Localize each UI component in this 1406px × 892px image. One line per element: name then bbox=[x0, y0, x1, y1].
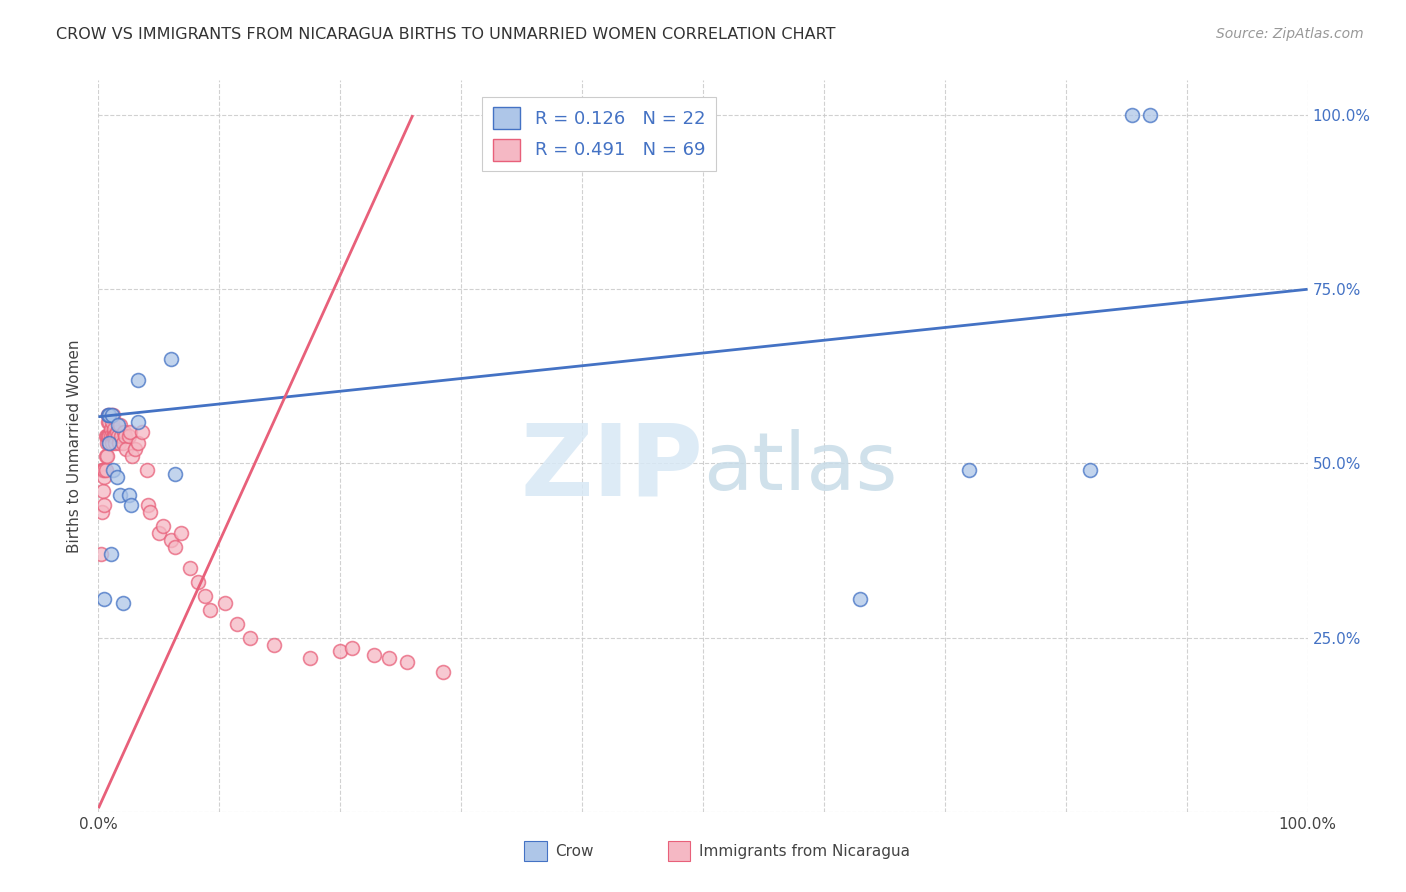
Point bbox=[90, 547, 112, 561]
Point bbox=[342, 640, 364, 655]
Point bbox=[226, 616, 249, 631]
Point bbox=[127, 415, 149, 429]
Point bbox=[118, 428, 141, 442]
Point bbox=[101, 463, 124, 477]
Point bbox=[94, 463, 117, 477]
Point bbox=[163, 467, 186, 481]
Point bbox=[163, 540, 186, 554]
Legend: R = 0.126   N = 22, R = 0.491   N = 69: R = 0.126 N = 22, R = 0.491 N = 69 bbox=[482, 96, 716, 171]
Point bbox=[96, 428, 118, 442]
Point bbox=[97, 415, 120, 429]
Point bbox=[115, 442, 138, 457]
Point bbox=[107, 428, 129, 442]
Point bbox=[100, 428, 122, 442]
Point bbox=[108, 488, 131, 502]
Point bbox=[96, 450, 118, 464]
Point bbox=[363, 648, 385, 662]
Text: Immigrants from Nicaragua: Immigrants from Nicaragua bbox=[699, 845, 910, 859]
Point bbox=[198, 603, 221, 617]
Point bbox=[148, 526, 170, 541]
Point bbox=[377, 651, 399, 665]
Point bbox=[127, 373, 149, 387]
Point bbox=[91, 505, 114, 519]
Point bbox=[118, 488, 141, 502]
Point bbox=[105, 425, 128, 439]
Point bbox=[139, 505, 162, 519]
Point bbox=[239, 631, 262, 645]
Point bbox=[121, 450, 143, 464]
Point bbox=[97, 408, 120, 422]
Point bbox=[98, 428, 121, 442]
Point bbox=[103, 428, 125, 442]
Point bbox=[187, 574, 209, 589]
Point bbox=[97, 408, 120, 422]
Point bbox=[169, 526, 191, 541]
Text: atlas: atlas bbox=[703, 429, 897, 507]
Point bbox=[103, 421, 125, 435]
Point bbox=[91, 463, 114, 477]
Point bbox=[118, 425, 141, 439]
Point bbox=[101, 428, 124, 442]
Point bbox=[104, 428, 127, 442]
Point bbox=[114, 428, 136, 442]
Point bbox=[160, 533, 183, 547]
Point bbox=[93, 592, 115, 607]
Point bbox=[96, 435, 118, 450]
Point bbox=[100, 408, 122, 422]
Point bbox=[97, 428, 120, 442]
Point bbox=[101, 408, 124, 422]
Point bbox=[131, 425, 153, 439]
Point bbox=[263, 638, 285, 652]
Point bbox=[111, 596, 134, 610]
Point bbox=[100, 408, 122, 422]
Point bbox=[432, 665, 454, 680]
Point bbox=[111, 435, 134, 450]
Point bbox=[160, 351, 183, 366]
Point bbox=[395, 655, 418, 669]
Point bbox=[1078, 463, 1101, 477]
Point bbox=[127, 435, 149, 450]
Point bbox=[108, 435, 131, 450]
Point bbox=[91, 463, 114, 477]
Point bbox=[100, 547, 122, 561]
Point bbox=[214, 596, 236, 610]
Point bbox=[107, 418, 129, 433]
Point bbox=[93, 463, 115, 477]
Point bbox=[98, 435, 121, 450]
Point bbox=[957, 463, 980, 477]
Point bbox=[94, 450, 117, 464]
Point bbox=[98, 435, 121, 450]
Point bbox=[179, 561, 201, 575]
Point bbox=[93, 470, 115, 484]
Point bbox=[110, 428, 132, 442]
Point bbox=[100, 435, 122, 450]
Point bbox=[108, 418, 131, 433]
Point bbox=[98, 408, 121, 422]
Text: ZIP: ZIP bbox=[520, 419, 703, 516]
Point bbox=[849, 592, 872, 607]
Point bbox=[1139, 108, 1161, 122]
Point bbox=[194, 589, 217, 603]
Point bbox=[1121, 108, 1143, 122]
Point bbox=[104, 435, 127, 450]
Y-axis label: Births to Unmarried Women: Births to Unmarried Women bbox=[67, 339, 83, 553]
Point bbox=[91, 484, 114, 499]
Text: Source: ZipAtlas.com: Source: ZipAtlas.com bbox=[1216, 27, 1364, 41]
Point bbox=[105, 470, 128, 484]
Text: Crow: Crow bbox=[555, 845, 593, 859]
Point bbox=[124, 442, 146, 457]
Point bbox=[94, 428, 117, 442]
Point bbox=[135, 463, 157, 477]
Point bbox=[152, 519, 174, 533]
Point bbox=[299, 651, 322, 665]
Point bbox=[136, 498, 159, 512]
Point bbox=[120, 498, 142, 512]
Point bbox=[100, 421, 122, 435]
Point bbox=[329, 644, 352, 658]
Point bbox=[98, 415, 121, 429]
Point bbox=[100, 415, 122, 429]
Text: CROW VS IMMIGRANTS FROM NICARAGUA BIRTHS TO UNMARRIED WOMEN CORRELATION CHART: CROW VS IMMIGRANTS FROM NICARAGUA BIRTHS… bbox=[56, 27, 835, 42]
Point bbox=[93, 498, 115, 512]
Point bbox=[112, 425, 135, 439]
